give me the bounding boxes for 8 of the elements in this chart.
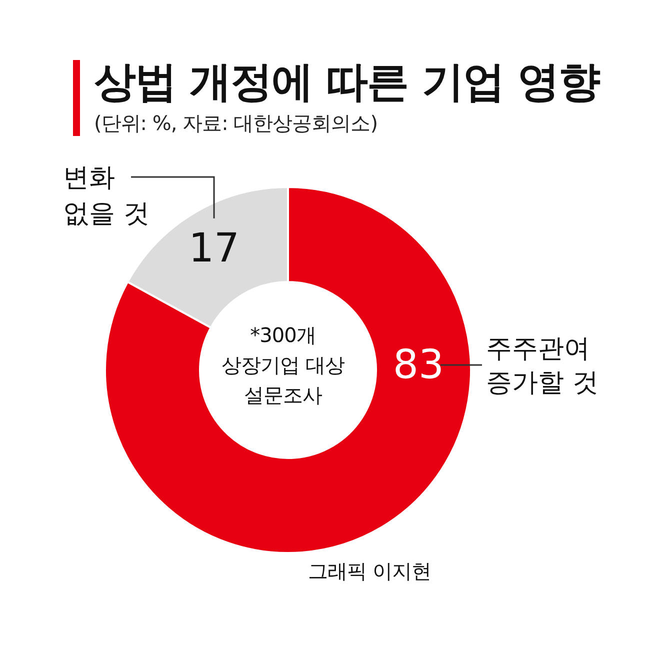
slice-label: 주주관여 증가할 것 [486,334,598,398]
chart-title: 상법 개정에 따른 기업 영향 [94,56,600,108]
slice-label: 변화 없을 것 [63,163,150,229]
text: 그래픽 이지현 [308,558,431,585]
text: *300개 상장기업 대상 설문조사 [220,322,346,409]
chart-subtitle: (단위: %, 자료: 대한상공회의소) [94,110,378,137]
data-label: 83 [393,342,444,388]
data-label: 17 [188,225,240,272]
